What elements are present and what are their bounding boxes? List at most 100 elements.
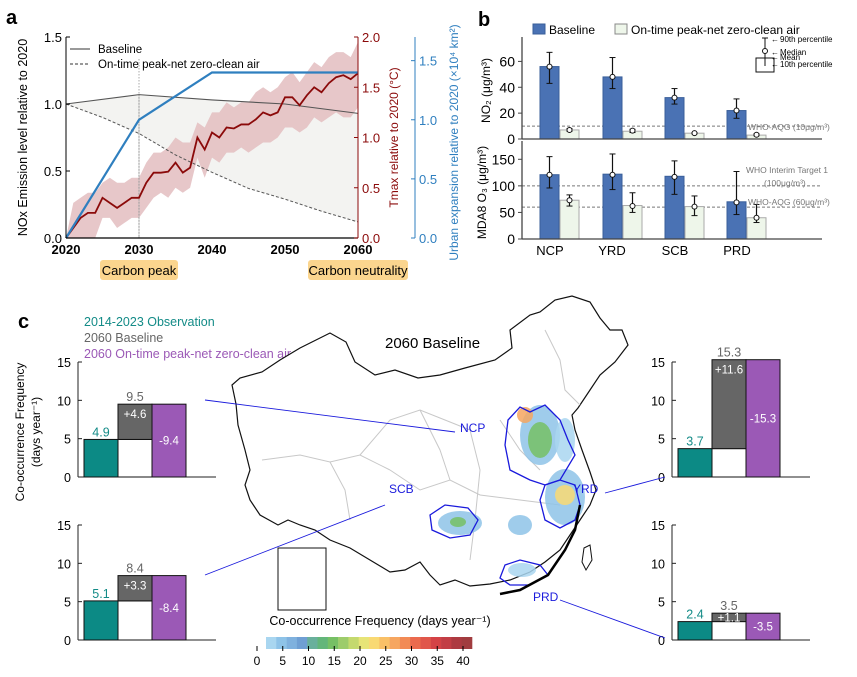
colorbar-tick-label: 15 (328, 654, 342, 668)
co-occurrence-hotspot (555, 485, 575, 505)
province-border (389, 469, 481, 496)
y-tick-label-right-tmax: 1.0 (362, 131, 380, 146)
legend-label-clean-air: On-time peak-net zero-clean air (631, 23, 800, 37)
x-tick-label: 2050 (271, 242, 300, 257)
region-boundary-yrd (539, 479, 581, 529)
who-aqg-o3-label: WHO-AQG (60μg/m³) (748, 197, 830, 207)
median-marker (753, 214, 760, 221)
y-axis-label: NO₂ (μg/m³) (479, 58, 493, 123)
y-tick-label: 5 (64, 596, 71, 610)
baseline-value: 15.3 (717, 346, 741, 360)
colorbar-segment (327, 637, 339, 649)
colorbar-segment (451, 637, 462, 649)
y-tick-label-right-urban: 0.0 (419, 231, 437, 246)
colorbar-segment (286, 637, 298, 649)
colorbar-segment (296, 637, 308, 649)
co-occurrence-hotspot (528, 422, 552, 458)
co-occurrence-hotspot (508, 515, 532, 535)
panel-label-b: b (478, 9, 490, 31)
bar-observation-scb (83, 600, 119, 641)
bar-clean-air-yrd (745, 359, 781, 478)
arrow-left-icon: ← (771, 60, 779, 69)
map-label-ncp: NCP (460, 421, 485, 435)
y-tick-label-right-tmax: 0.0 (362, 231, 380, 246)
tmax-line (65, 72, 359, 239)
bar-observation-prd (677, 621, 713, 641)
observation-value: 2.4 (686, 608, 703, 622)
y-tick-label: 20 (499, 105, 515, 121)
legend-swatch-baseline (532, 23, 546, 35)
y-tick-label-right-tmax: 0.5 (362, 181, 380, 196)
colorbar-tick-label: 5 (279, 654, 286, 668)
whisker-legend-label: 90th percentile (780, 35, 833, 44)
y-axis-label: MDA8 O₃ (μg/m³) (475, 146, 489, 239)
colorbar-segment (379, 637, 390, 649)
legend-label-baseline: Baseline (98, 44, 142, 56)
province-border (329, 461, 351, 521)
whisker-legend-median (762, 48, 768, 54)
y-tick-label: 100 (492, 178, 516, 194)
region-leader-line (204, 399, 456, 433)
colorbar-segment (389, 637, 401, 649)
region-leader-line (559, 599, 666, 639)
baseline-value: 3.5 (720, 599, 737, 613)
province-border (419, 409, 451, 481)
map-title: 2060 Baseline (385, 335, 480, 352)
colorbar-tick-label: 20 (353, 654, 367, 668)
median-marker (691, 203, 698, 210)
y-tick-label: 15 (651, 519, 665, 533)
colorbar-tick-label: 0 (254, 654, 261, 668)
y-tick-label: 0 (64, 634, 71, 648)
colorbar-segment (317, 637, 329, 649)
panel-c: c 2014-2023 Observation 2060 Baseline 2060… (13, 295, 810, 668)
colorbar-segment (338, 637, 349, 649)
region-leader-line (204, 504, 386, 576)
region-leader-line (604, 476, 666, 494)
y-tick-label: 10 (651, 557, 665, 571)
province-border (469, 429, 481, 561)
y-tick-label-right-urban: 0.5 (419, 172, 437, 187)
y-tick-label: 15 (57, 519, 71, 533)
whisker-legend-label: Median (780, 48, 806, 57)
clean-air-change-value: -15.3 (750, 413, 776, 425)
median-marker (546, 63, 553, 70)
y-tick-label: 15 (57, 356, 71, 370)
co-occurrence-hotspot (450, 517, 466, 527)
x-tick-label: 2030 (125, 242, 154, 257)
bar-observation-ncp (83, 438, 119, 478)
observation-value: 4.9 (92, 425, 109, 439)
map-label-prd: PRD (533, 590, 559, 604)
carbon-neutrality-badge (308, 260, 408, 280)
clean-air-emission-line (65, 103, 359, 223)
arrow-left-icon: ← (771, 53, 779, 62)
colorbar-tick-label: 10 (302, 654, 316, 668)
bar-observation-yrd (677, 448, 713, 478)
panel-label-a: a (6, 7, 18, 29)
y-axis-label-left: NOx Emission level relative to 2020 (16, 39, 30, 236)
region-boundary-scb (429, 504, 479, 539)
increase-value: +4.6 (124, 409, 147, 421)
province-border (544, 329, 581, 406)
y-tick-label: 15 (651, 356, 665, 370)
baseline-value: 8.4 (126, 562, 143, 576)
bar-baseline-increase-yrd (711, 359, 747, 450)
median-marker (691, 130, 698, 137)
category-label: YRD (598, 243, 625, 258)
legend-swatch-clean-air (614, 23, 628, 35)
x-tick-label: 2060 (344, 242, 373, 257)
colorbar-segment (399, 637, 411, 649)
coastline (499, 504, 582, 596)
increase-value: +1.1 (718, 612, 741, 624)
who-aqg-no2-label: WHO-AQG (10μg/m³) (748, 122, 830, 132)
colorbar-segment (410, 637, 421, 649)
bar-clean-air-scb (151, 575, 187, 641)
south-china-sea-inset (277, 547, 327, 611)
colorbar-segment (461, 637, 473, 649)
x-tick-label: 2020 (52, 242, 81, 257)
clean-air-change-value: -3.5 (753, 622, 773, 634)
y-tick-label-left: 0.5 (44, 164, 62, 179)
colorbar-segment (276, 637, 287, 649)
legend-label-baseline: Baseline (549, 23, 595, 37)
median-marker (546, 171, 553, 178)
panel-label-c: c (18, 311, 29, 333)
